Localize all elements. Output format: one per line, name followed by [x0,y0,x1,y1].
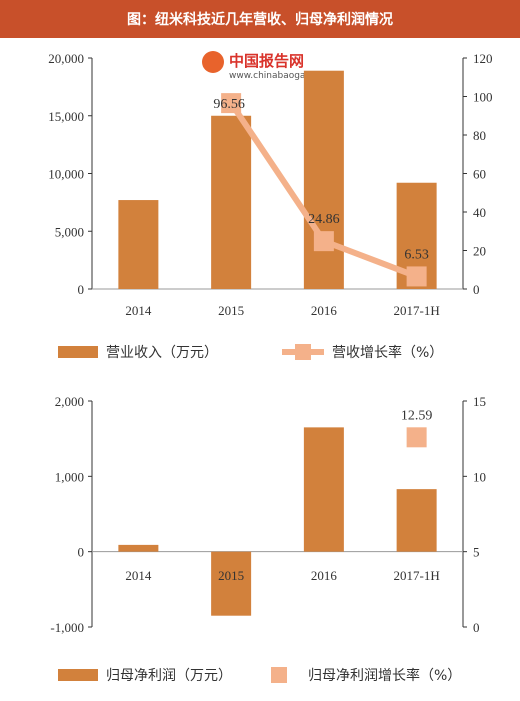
legend: 营业收入（万元） 营收增长率（%） [58,344,443,361]
bar [118,544,159,552]
right-tick-label: 20 [473,244,486,259]
right-tick-label: 60 [473,167,486,182]
chart-title: 图：纽米科技近几年营收、归母净利润情况 [127,12,393,28]
category-label: 2017-1H [394,303,440,318]
category-label: 2016 [311,568,338,583]
legend-growth-label: 营收增长率（%） [332,344,443,361]
data-label: 96.56 [213,97,245,112]
category-label: 2014 [125,303,152,318]
bar [396,489,437,552]
net-profit-chart: -1,000 0 1,000 2,000 0 5 10 15 2014 2015 2016 2017-… [50,394,486,684]
bar [118,200,159,289]
category-label: 2015 [218,303,244,318]
legend-bar-swatch [58,346,98,358]
category-label: 2015 [218,568,244,583]
bar [303,70,344,289]
right-tick-label: 100 [473,90,493,105]
data-label: 6.53 [404,247,429,262]
category-label: 2014 [125,568,152,583]
right-tick-label: 0 [473,620,480,635]
legend-marker-swatch [271,667,287,683]
watermark-url: www.chinabaogao.com [229,71,333,81]
legend: 归母净利润（万元） 归母净利润增长率（%） [58,667,461,684]
bar [303,427,344,552]
category-label: 2016 [311,303,338,318]
left-tick-label: 1,000 [55,469,84,484]
legend-marker-swatch [295,344,311,360]
right-tick-label: 80 [473,128,486,143]
legend-bar-label: 归母净利润（万元） [106,667,232,684]
right-tick-label: 120 [473,51,493,66]
left-tick-label: 0 [78,545,85,560]
growth-marker [221,93,242,114]
right-tick-label: 15 [473,394,486,409]
growth-marker [313,231,334,252]
growth-marker [406,427,427,448]
watermark: 中国报告网 www.chinabaogao.com [202,51,333,81]
category-label: 2017-1H [394,568,440,583]
right-tick-label: 0 [473,282,480,297]
watermark-logo-icon [202,51,224,73]
left-tick-label: 0 [78,282,85,297]
right-tick-label: 5 [473,545,480,560]
chart-header: 图：纽米科技近几年营收、归母净利润情况 [0,0,520,38]
legend-bar-label: 营业收入（万元） [106,345,218,361]
left-tick-label: 15,000 [48,109,84,124]
revenue-chart: 0 5,000 10,000 15,000 20,000 0 20 40 60 80 100 120 2… [48,51,492,361]
right-tick-label: 10 [473,469,486,484]
bar [211,115,252,289]
legend-growth-label: 归母净利润增长率（%） [308,667,461,684]
left-tick-label: 10,000 [48,167,84,182]
bar [211,551,252,616]
data-label: 12.59 [401,408,433,423]
right-tick-label: 40 [473,205,486,220]
legend-bar-swatch [58,669,98,681]
watermark-name: 中国报告网 [229,52,304,70]
left-tick-label: 5,000 [55,224,84,239]
left-tick-label: 2,000 [55,394,84,409]
left-tick-label: -1,000 [50,620,84,635]
left-tick-label: 20,000 [48,51,84,66]
data-label: 24.86 [308,212,340,227]
growth-marker [406,266,427,287]
